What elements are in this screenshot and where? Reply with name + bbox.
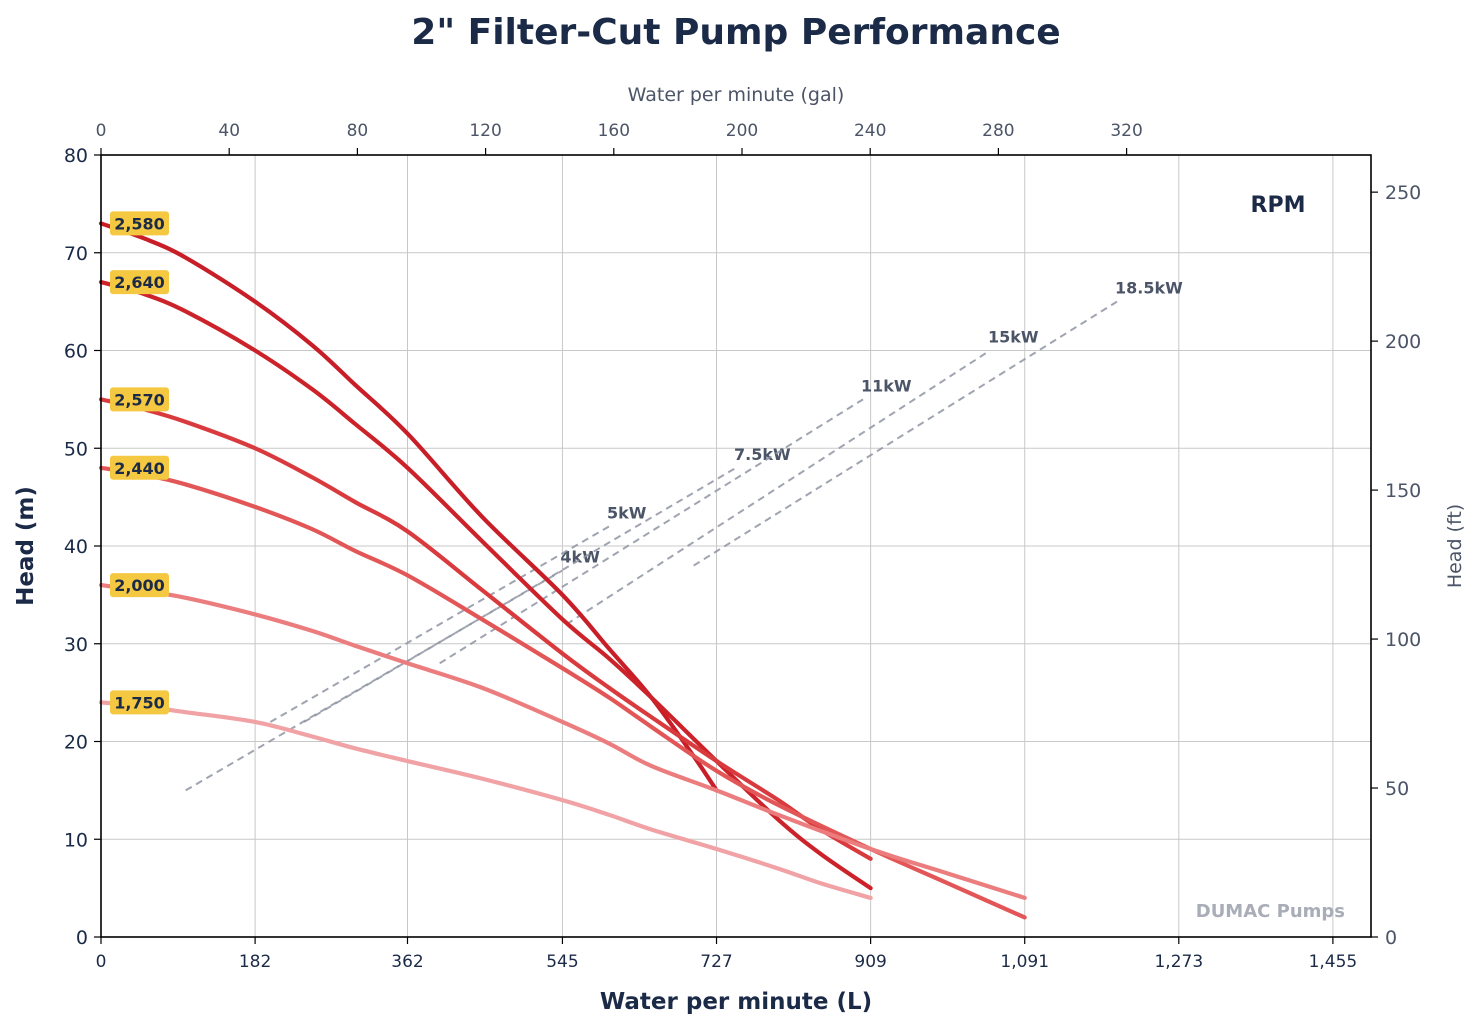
power-line: [693, 300, 1118, 567]
x2-tick-label: 280: [982, 121, 1014, 141]
y2-tick-label: 0: [1385, 927, 1397, 949]
y-tick-label: 40: [64, 536, 88, 558]
x-tick-label: 1,455: [1309, 952, 1358, 972]
y2-tick-label: 200: [1385, 331, 1421, 353]
rpm-labels-layer: 2,580 2,640 2,570 2,440 2,000 1,750: [110, 211, 169, 715]
x2-axis-title: Water per minute (gal): [628, 84, 845, 106]
y-tick-label: 20: [64, 732, 88, 754]
x2-tick-label: 240: [854, 121, 886, 141]
rpm-label-badge: [110, 387, 169, 412]
y2-tick-label: 150: [1385, 480, 1421, 502]
x-tick-label: 362: [391, 952, 423, 972]
y-tick-label: 70: [64, 243, 88, 265]
y-tick-label: 80: [64, 145, 88, 167]
x-tick-label: 1,273: [1154, 952, 1203, 972]
power-line: [439, 398, 864, 665]
power-line-label: 15kW: [988, 328, 1039, 347]
power-line: [269, 525, 610, 723]
power-line-label: 11kW: [861, 376, 912, 395]
y-tick-label: 0: [76, 927, 88, 949]
x-tick-label: 0: [96, 952, 107, 972]
y-axis-title: Head (m): [13, 486, 39, 606]
rpm-label: 2,000: [114, 576, 165, 595]
x2-tick-label: 160: [598, 121, 630, 141]
y2-tick-label: 50: [1385, 778, 1409, 800]
y-tick-label: 60: [64, 341, 88, 363]
grid-layer: [100, 154, 1371, 938]
x2-tick-label: 40: [218, 121, 240, 141]
power-line-label: 5kW: [607, 503, 647, 522]
x-tick-label: 727: [700, 952, 732, 972]
x2-tick-label: 0: [96, 121, 107, 141]
rpm-label-badge: [110, 573, 169, 598]
series-line: [98, 700, 873, 900]
rpm-label: 2,570: [114, 390, 165, 409]
axis-layer: 0 182 362 545 727 909 1,091 1,273 1,455 0 10 20 30 40…: [64, 121, 1421, 972]
rpm-label: 2,640: [114, 273, 165, 292]
rpm-label: 1,750: [114, 693, 165, 712]
legend-title: RPM: [1251, 193, 1306, 218]
y2-tick-label: 100: [1385, 629, 1421, 651]
y-tick-label: 50: [64, 438, 88, 460]
power-line: [566, 349, 991, 626]
power-line-label: 4kW: [560, 547, 600, 566]
y-tick-label: 30: [64, 634, 88, 656]
x-tick-label: 545: [546, 952, 578, 972]
x2-tick-label: 80: [347, 121, 369, 141]
rpm-label-badge: [110, 270, 169, 295]
series-layer: [98, 221, 1027, 920]
series-line: [98, 279, 873, 891]
rpm-label-badge: [110, 455, 169, 480]
y-tick-label: 10: [64, 829, 88, 851]
rpm-label-badge: [110, 690, 169, 715]
power-line-label: 7.5kW: [734, 445, 791, 464]
power-line-label: 18.5kW: [1115, 279, 1183, 298]
x2-tick-label: 120: [469, 121, 501, 141]
series-line: [98, 397, 873, 861]
x2-tick-label: 200: [726, 121, 758, 141]
rpm-label: 2,440: [114, 459, 165, 478]
x-tick-label: 182: [239, 952, 271, 972]
power-line: [185, 569, 563, 792]
rpm-label-badge: [110, 211, 169, 236]
x-axis-title: Water per minute (L): [600, 989, 872, 1015]
rpm-label: 2,580: [114, 214, 165, 233]
x-tick-label: 1,091: [1000, 952, 1049, 972]
power-lines-layer: 4kW 5kW 7.5kW 11kW 15kW 18.5kW: [185, 279, 1183, 792]
x-tick-label: 909: [854, 952, 886, 972]
y2-axis-title: Head (ft): [1444, 504, 1466, 588]
series-line: [98, 583, 1027, 900]
watermark: DUMAC Pumps: [1196, 901, 1345, 922]
x2-tick-label: 320: [1110, 121, 1142, 141]
y2-tick-label: 250: [1385, 182, 1421, 204]
chart-title: 2" Filter-Cut Pump Performance: [411, 12, 1060, 53]
